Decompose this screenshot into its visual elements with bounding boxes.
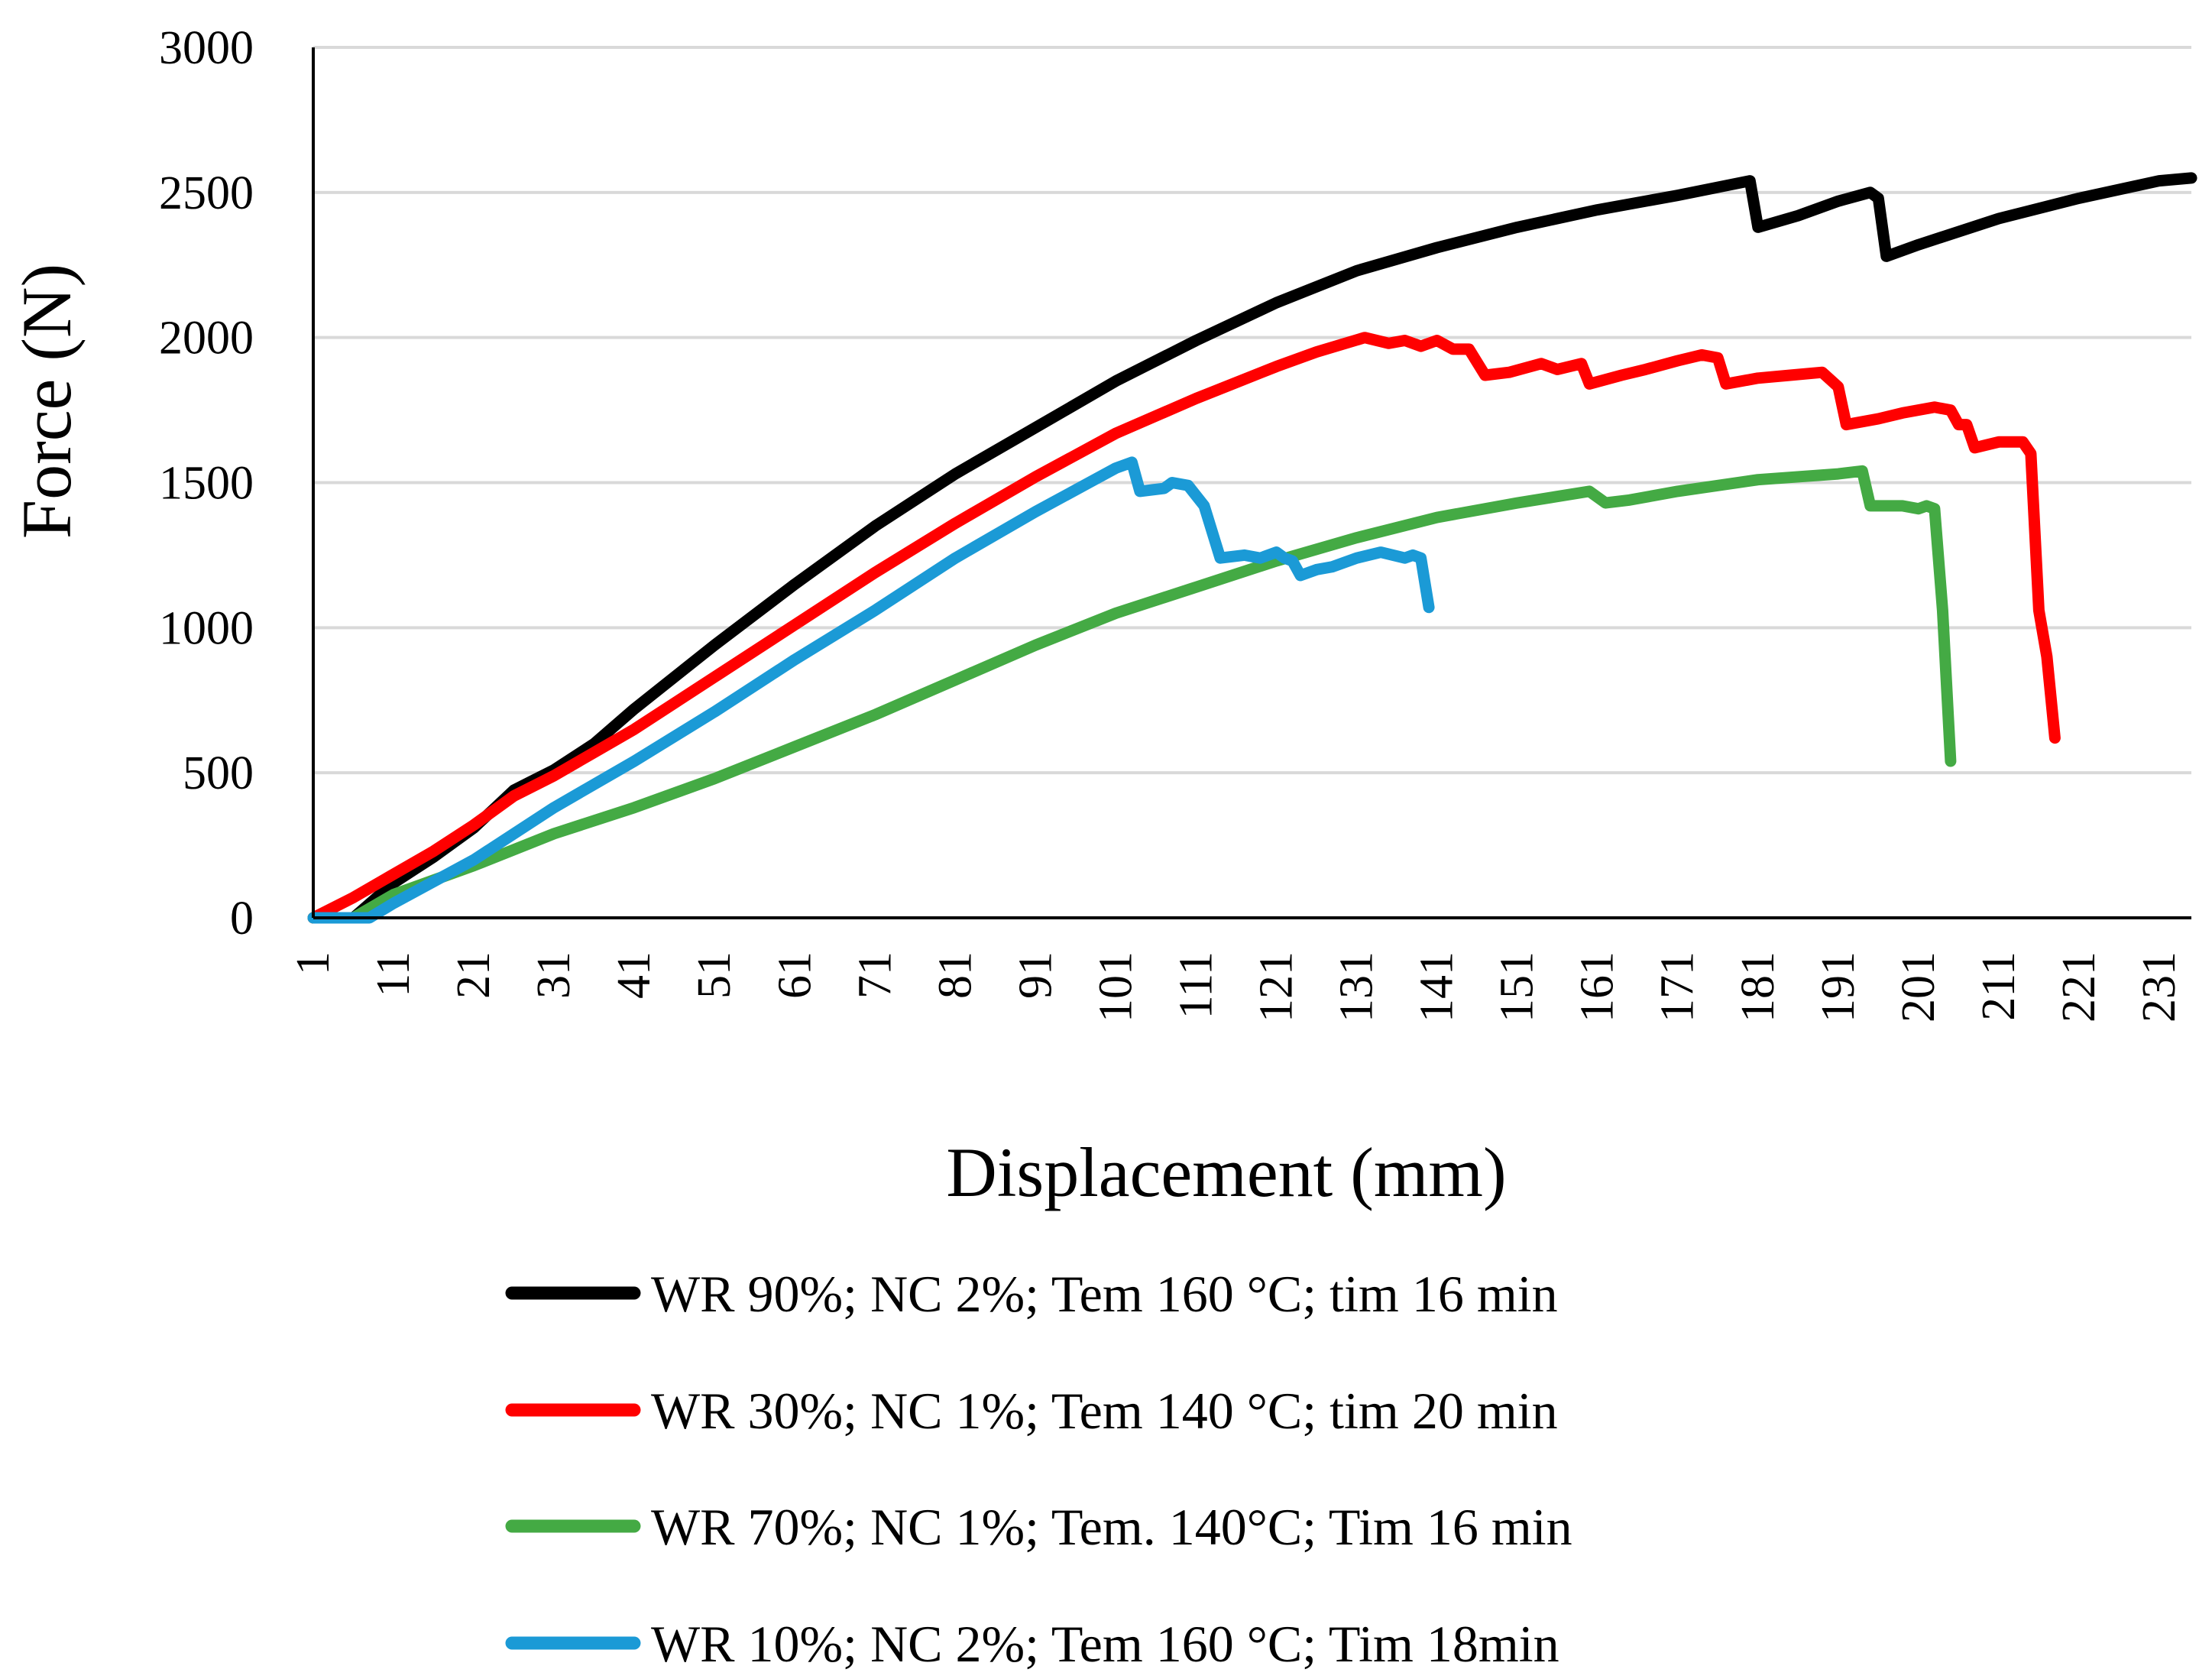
x-tick-label: 181 — [1732, 951, 1784, 1023]
x-tick-label: 111 — [1170, 951, 1222, 1019]
y-tick-label: 1500 — [159, 458, 254, 510]
x-tick-label: 161 — [1572, 951, 1624, 1023]
legend-label: WR 90%; NC 2%; Tem 160 °C; tim 16 min — [651, 1265, 1558, 1323]
x-tick-label: 201 — [1893, 951, 1945, 1023]
x-tick-label: 71 — [849, 951, 901, 999]
x-tick-label: 91 — [1009, 951, 1061, 999]
x-tick-label: 191 — [1812, 951, 1864, 1023]
series-line-1 — [307, 172, 2197, 924]
series-line-2 — [307, 332, 2061, 924]
x-tick-label: 141 — [1411, 951, 1463, 1023]
y-tick-label: 2000 — [159, 313, 254, 365]
legend-label: WR 70%; NC 1%; Tem. 140°C; Tim 16 min — [651, 1498, 1572, 1556]
x-tick-label: 231 — [2133, 951, 2185, 1023]
x-tick-label: 61 — [769, 951, 821, 999]
y-tick-labels: 0 500 1000 1500 2000 2500 3000 — [159, 22, 254, 945]
y-tick-label: 3000 — [159, 22, 254, 74]
series-line-4 — [307, 456, 1435, 924]
legend-label: WR 30%; NC 1%; Tem 140 °C; tim 20 min — [651, 1382, 1558, 1440]
x-tick-label: 11 — [368, 951, 419, 997]
y-tick-label: 1000 — [159, 602, 254, 654]
x-tick-label: 31 — [528, 951, 580, 999]
y-tick-label: 500 — [183, 747, 254, 799]
x-tick-label: 151 — [1491, 951, 1543, 1023]
x-axis-title: Displacement (mm) — [946, 1133, 1506, 1211]
grid-lines — [313, 46, 2191, 775]
x-tick-label: 131 — [1331, 951, 1383, 1023]
y-axis-title: Force (N) — [8, 264, 86, 539]
x-tick-label: 121 — [1251, 951, 1303, 1023]
x-tick-label: 1 — [287, 951, 339, 975]
x-tick-label: 221 — [2053, 951, 2105, 1023]
x-tick-label: 41 — [608, 951, 660, 999]
series-group — [307, 172, 2197, 924]
x-tick-labels: 1 11 21 31 41 51 61 71 81 91 101 111 121 131 141 151 161… — [287, 951, 2185, 1023]
x-tick-label: 51 — [688, 951, 740, 999]
y-tick-label: 2500 — [159, 167, 254, 219]
series-line-3 — [307, 465, 1957, 924]
x-tick-label: 101 — [1090, 951, 1142, 1023]
x-tick-label: 81 — [929, 951, 981, 999]
y-tick-label: 0 — [230, 893, 254, 945]
x-tick-label: 211 — [1973, 951, 2025, 1021]
legend-label: WR 10%; NC 2%; Tem 160 °C; Tim 18min — [651, 1615, 1559, 1673]
legend: WR 90%; NC 2%; Tem 160 °C; tim 16 min WR … — [505, 1265, 1572, 1673]
x-tick-label: 21 — [448, 951, 500, 999]
x-tick-label: 171 — [1652, 951, 1704, 1023]
axes — [312, 47, 2191, 919]
